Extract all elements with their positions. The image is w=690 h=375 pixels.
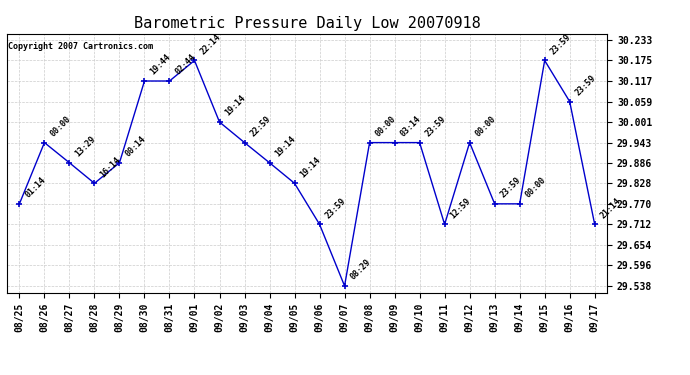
Text: 00:00: 00:00 [474, 114, 498, 138]
Text: 19:14: 19:14 [274, 135, 298, 159]
Text: 13:29: 13:29 [74, 135, 98, 159]
Text: 21:14: 21:14 [599, 196, 623, 220]
Text: Copyright 2007 Cartronics.com: Copyright 2007 Cartronics.com [8, 42, 153, 51]
Text: 22:14: 22:14 [199, 32, 223, 56]
Text: 00:14: 00:14 [124, 135, 148, 159]
Text: 00:00: 00:00 [524, 176, 548, 200]
Text: 01:14: 01:14 [23, 176, 48, 200]
Text: 03:14: 03:14 [399, 114, 423, 138]
Title: Barometric Pressure Daily Low 20070918: Barometric Pressure Daily Low 20070918 [134, 16, 480, 31]
Text: 16:14: 16:14 [99, 155, 123, 179]
Text: 00:00: 00:00 [374, 114, 398, 138]
Text: 23:59: 23:59 [499, 176, 523, 200]
Text: 00:00: 00:00 [48, 114, 72, 138]
Text: 12:59: 12:59 [448, 196, 473, 220]
Text: 08:29: 08:29 [348, 258, 373, 282]
Text: 23:59: 23:59 [574, 74, 598, 98]
Text: 23:59: 23:59 [324, 196, 348, 220]
Text: 23:59: 23:59 [549, 32, 573, 56]
Text: 19:14: 19:14 [224, 94, 248, 118]
Text: 19:44: 19:44 [148, 53, 172, 77]
Text: 02:44: 02:44 [174, 53, 198, 77]
Text: 19:14: 19:14 [299, 155, 323, 179]
Text: 23:59: 23:59 [424, 114, 448, 138]
Text: 22:59: 22:59 [248, 114, 273, 138]
